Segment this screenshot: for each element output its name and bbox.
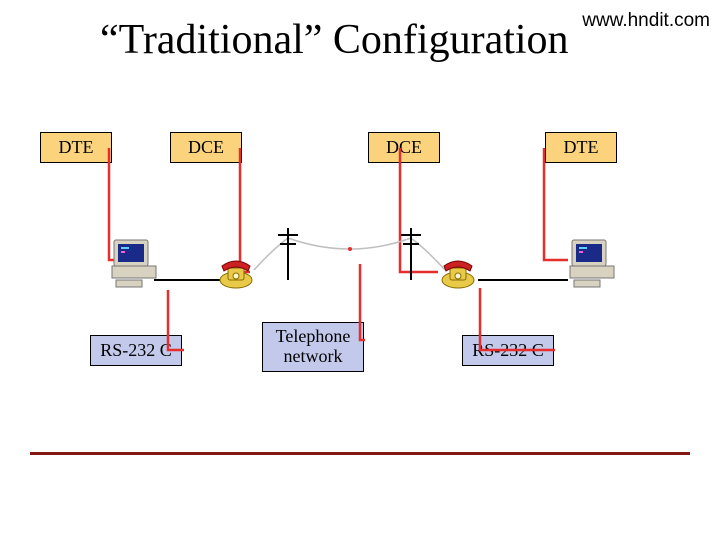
computer-right-icon: [570, 240, 614, 287]
telephone-pole-left: [278, 228, 298, 280]
telephone-wires: [254, 238, 445, 270]
footer-rule: [30, 452, 690, 455]
modem-phone-left-icon: [220, 261, 252, 288]
modem-phone-right-icon: [442, 261, 474, 288]
diagram-svg: [0, 0, 720, 540]
wire-dot: [348, 247, 352, 251]
computer-left-icon: [112, 240, 156, 287]
